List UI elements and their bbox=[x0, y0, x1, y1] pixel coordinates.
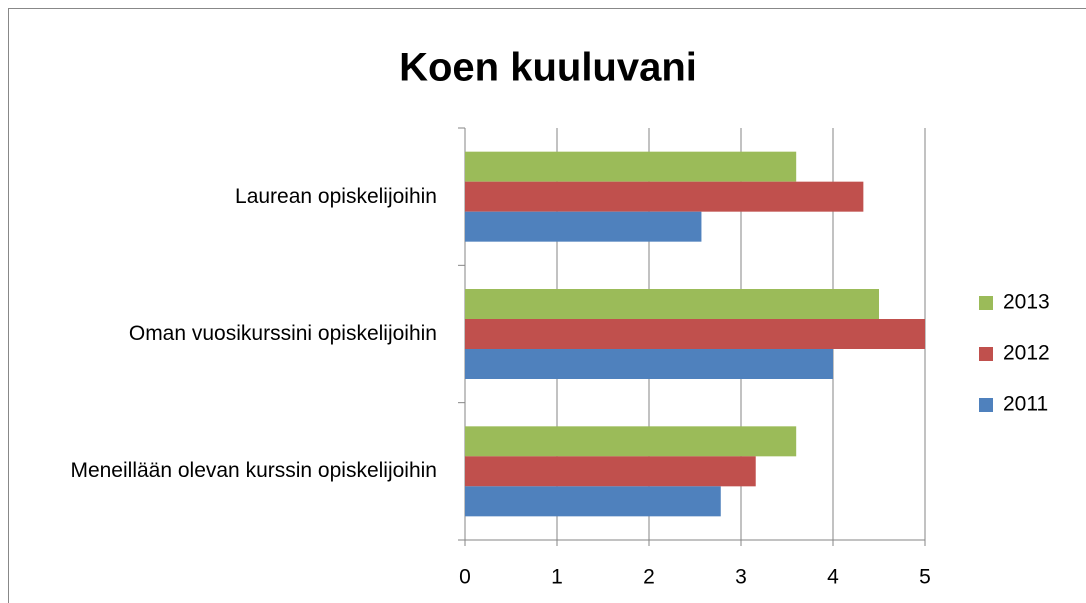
x-tick-label: 2 bbox=[643, 566, 655, 589]
x-tick-label: 0 bbox=[459, 566, 471, 589]
legend-swatch bbox=[979, 347, 993, 361]
bar bbox=[465, 151, 797, 182]
bar bbox=[465, 349, 833, 379]
bar bbox=[465, 289, 879, 319]
y-tick-label: Laurean opiskelijoihin bbox=[235, 184, 437, 208]
bar bbox=[465, 426, 797, 457]
y-tick-label: Meneillään olevan kurssin opiskelijoihin bbox=[70, 459, 437, 483]
x-tick-label: 4 bbox=[827, 566, 839, 589]
bar bbox=[465, 319, 925, 349]
legend-swatch bbox=[979, 296, 993, 310]
legend-label: 2011 bbox=[1003, 393, 1048, 416]
x-tick-label: 3 bbox=[735, 566, 747, 589]
y-tick-label: Oman vuosikurssini opiskelijoihin bbox=[128, 322, 437, 345]
legend-label: 2012 bbox=[1003, 342, 1050, 365]
bar bbox=[465, 211, 702, 242]
bar bbox=[465, 456, 756, 487]
bar bbox=[465, 486, 721, 517]
x-tick-label: 1 bbox=[551, 566, 563, 589]
chart-title: Koen kuuluvani bbox=[399, 46, 697, 90]
bar bbox=[465, 181, 864, 212]
legend-swatch bbox=[979, 398, 993, 412]
x-tick-label: 5 bbox=[919, 566, 931, 589]
legend-label: 2013 bbox=[1003, 291, 1050, 314]
